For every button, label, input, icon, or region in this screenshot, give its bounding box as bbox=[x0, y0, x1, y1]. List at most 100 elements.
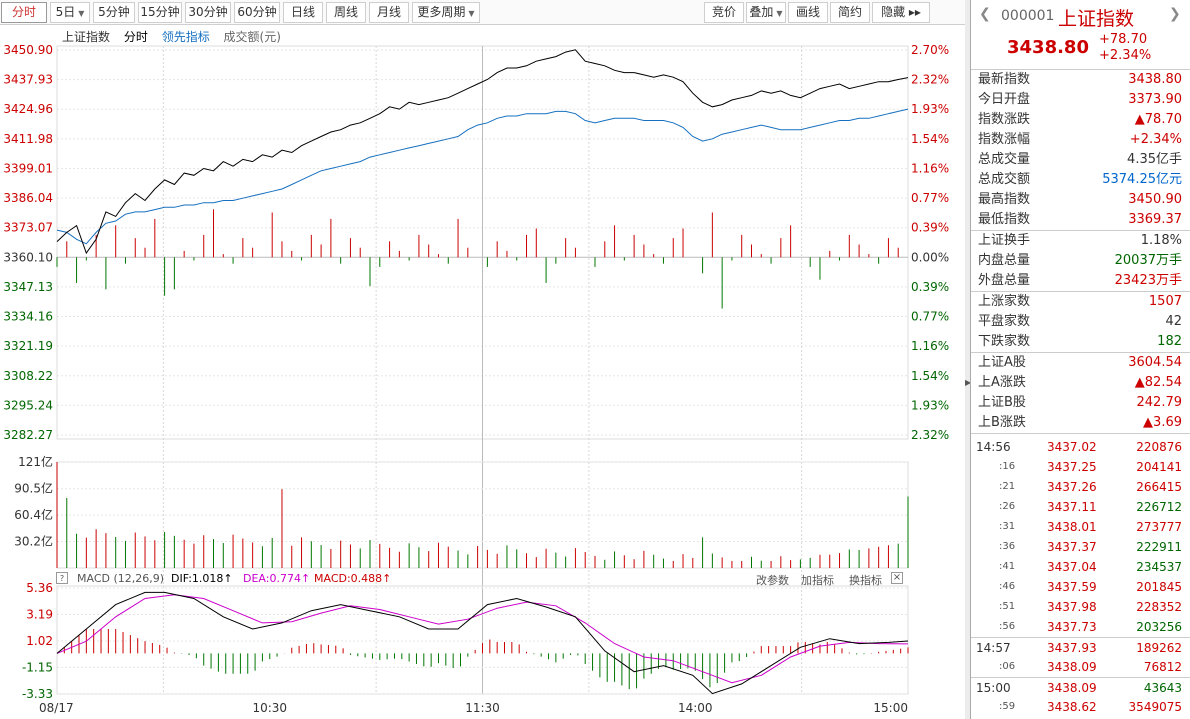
dropdown-arrow-icon: ▼ bbox=[468, 9, 475, 18]
macd-dif: DIF:1.018↑ bbox=[171, 572, 233, 585]
tool-button-label: 竞价 bbox=[711, 5, 736, 19]
period-tab-label: 分时 bbox=[11, 5, 36, 19]
time-axis-label: 15:00 bbox=[873, 701, 908, 715]
price-tick-label: 3334.16 bbox=[3, 310, 53, 324]
tick-row: :31 3438.01 273777 bbox=[971, 517, 1190, 537]
legend-index-name: 上证指数 bbox=[62, 30, 111, 44]
period-tab-9[interactable]: 更多周期 ▼ bbox=[412, 2, 480, 23]
stat-label: 指数涨跌 bbox=[978, 112, 1031, 127]
price-tick-label: 3360.10 bbox=[3, 250, 53, 264]
period-tab-label: 30分钟 bbox=[188, 5, 228, 19]
tool-button-2[interactable]: 画线 bbox=[788, 2, 828, 23]
tick-price: 3437.25 bbox=[1047, 460, 1097, 474]
stat-value: 4.35亿手 bbox=[1127, 152, 1182, 167]
volume-tick-label: 30.2亿 bbox=[14, 534, 53, 549]
tick-price: 3438.09 bbox=[1047, 681, 1097, 695]
next-arrow-icon[interactable]: ❯ bbox=[1169, 6, 1181, 22]
price-tick-label: 3424.96 bbox=[3, 102, 53, 116]
pct-tick-label: 0.77% bbox=[911, 191, 949, 205]
add-indicator-button[interactable]: 加指标 bbox=[801, 574, 834, 587]
tick-row: :16 3437.25 204141 bbox=[971, 457, 1190, 477]
dropdown-arrow-icon: ▼ bbox=[78, 9, 85, 18]
tick-list[interactable]: 14:56 3437.02 220876:16 3437.25 204141:21 343… bbox=[971, 434, 1190, 719]
tick-volume: 273777 bbox=[1136, 520, 1182, 534]
period-tab-7[interactable]: 周线 bbox=[326, 2, 366, 23]
stat-value: 20037万手 bbox=[1114, 253, 1182, 268]
tick-time: :46 bbox=[999, 581, 1016, 592]
tick-row: 14:57 3437.93 189262 bbox=[971, 637, 1190, 657]
tick-time: :16 bbox=[999, 461, 1016, 472]
tick-row: :59 3438.62 3549075 bbox=[971, 697, 1190, 717]
period-tab-3[interactable]: 15分钟 bbox=[138, 2, 182, 23]
collapse-arrow-icon[interactable]: ▶ bbox=[965, 378, 972, 387]
stat-row: 上涨家数 1507 bbox=[971, 292, 1190, 312]
tick-time: 14:56 bbox=[976, 440, 1011, 454]
stat-value: 3450.90 bbox=[1128, 192, 1182, 207]
tick-volume: 43643 bbox=[1143, 681, 1182, 695]
pct-tick-label: 1.16% bbox=[911, 161, 949, 175]
pct-tick-label: 2.32% bbox=[911, 73, 949, 87]
tick-time: :51 bbox=[999, 601, 1016, 612]
legend-volume: 成交额(元) bbox=[223, 30, 281, 44]
tick-volume: 203256 bbox=[1136, 620, 1182, 634]
stat-row: 上B涨跌 ▲3.69 bbox=[971, 413, 1190, 433]
tool-button-4[interactable]: 隐藏 ▸▸ bbox=[872, 2, 930, 23]
tool-button-3[interactable]: 简约 bbox=[830, 2, 870, 23]
intraday-chart[interactable]: 3450.90 2.70% 3437.93 2.32% 3424.96 1.93% 3411… bbox=[0, 26, 970, 719]
chart-legend: 上证指数 分时 领先指标 成交额(元) bbox=[62, 28, 291, 45]
price-tick-label: 3347.13 bbox=[3, 280, 53, 294]
volume-tick-label: 60.4亿 bbox=[14, 507, 53, 522]
stat-value: ▲3.69 bbox=[1143, 415, 1182, 430]
prev-arrow-icon[interactable]: ❮ bbox=[979, 6, 991, 22]
price-tick-label: 3295.24 bbox=[3, 398, 53, 412]
tick-time: :06 bbox=[999, 661, 1016, 672]
close-icon[interactable]: × bbox=[891, 572, 903, 584]
period-tab-0[interactable]: 分时 bbox=[1, 2, 47, 23]
change-params-button[interactable]: 改参数 bbox=[756, 574, 789, 587]
tool-button-1[interactable]: 叠加 ▼ bbox=[746, 2, 786, 23]
stat-value: 1507 bbox=[1148, 294, 1182, 309]
macd-settings-icon[interactable]: ? bbox=[56, 572, 68, 584]
price-tick-label: 3308.22 bbox=[3, 369, 53, 383]
period-tab-1[interactable]: 5日 ▼ bbox=[50, 2, 90, 23]
period-tab-label: 日线 bbox=[290, 5, 315, 19]
pct-tick-label: 0.77% bbox=[911, 310, 949, 324]
legend-lead: 领先指标 bbox=[161, 30, 210, 44]
tick-volume: 234537 bbox=[1136, 560, 1182, 574]
pct-tick-label: 0.39% bbox=[911, 221, 949, 235]
stat-value: 182 bbox=[1157, 334, 1182, 349]
tick-volume: 201845 bbox=[1136, 580, 1182, 594]
tick-price: 3438.09 bbox=[1047, 660, 1097, 674]
period-tab-6[interactable]: 日线 bbox=[283, 2, 323, 23]
stat-row: 内盘总量 20037万手 bbox=[971, 251, 1190, 271]
tick-price: 3438.62 bbox=[1047, 700, 1097, 714]
period-tab-2[interactable]: 5分钟 bbox=[93, 2, 135, 23]
period-tab-4[interactable]: 30分钟 bbox=[185, 2, 231, 23]
period-tab-8[interactable]: 月线 bbox=[369, 2, 409, 23]
tick-time: :59 bbox=[999, 701, 1016, 712]
stat-label: 上证B股 bbox=[978, 395, 1026, 410]
stat-row: 上证B股 242.79 bbox=[971, 393, 1190, 413]
price-tick-label: 3450.90 bbox=[3, 43, 53, 57]
stat-label: 上证换手 bbox=[978, 233, 1031, 248]
price-tick-label: 3321.19 bbox=[3, 339, 53, 353]
dea-line bbox=[56, 594, 909, 684]
stat-label: 内盘总量 bbox=[978, 253, 1031, 268]
tick-price: 3437.59 bbox=[1047, 580, 1097, 594]
chart-area[interactable]: 上证指数 分时 领先指标 成交额(元) 3450.90 2.70% 3437.93 2… bbox=[0, 26, 970, 719]
tick-price: 3437.37 bbox=[1047, 540, 1097, 554]
panel-splitter[interactable]: ▶ bbox=[965, 0, 971, 719]
time-axis-label: 14:00 bbox=[678, 701, 713, 715]
period-tab-5[interactable]: 60分钟 bbox=[234, 2, 280, 23]
tool-button-0[interactable]: 竞价 bbox=[704, 2, 744, 23]
volume-tick-label: 121亿 bbox=[18, 454, 53, 469]
last-price: 3438.80 bbox=[1007, 37, 1089, 58]
macd-name: MACD (12,26,9) bbox=[77, 572, 165, 585]
price-tick-label: 3399.01 bbox=[3, 161, 53, 175]
stat-label: 总成交额 bbox=[978, 172, 1031, 187]
macd-tick-label: 5.36 bbox=[26, 581, 53, 595]
switch-indicator-button[interactable]: 换指标 bbox=[849, 574, 882, 587]
tick-time: 14:57 bbox=[976, 641, 1011, 655]
tick-price: 3437.73 bbox=[1047, 620, 1097, 634]
period-tab-label: 5分钟 bbox=[98, 5, 130, 19]
